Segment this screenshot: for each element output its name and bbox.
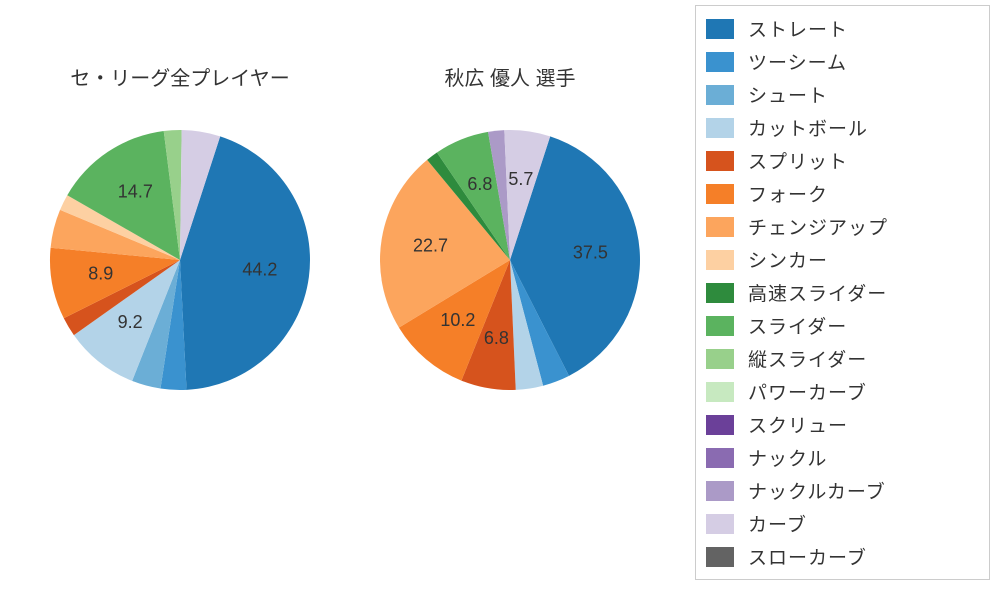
legend-label: ストレート [748,15,848,42]
legend-label: カーブ [748,510,807,537]
pie-slice-label: 6.8 [484,328,509,348]
pie-slice-label: 44.2 [242,259,277,279]
legend-label: ツーシーム [748,48,847,75]
legend-swatch [706,19,734,39]
legend-item: ナックルカーブ [706,474,979,507]
legend-swatch [706,514,734,534]
legend-swatch [706,118,734,138]
legend-label: ナックル [748,444,827,471]
legend-swatch [706,547,734,567]
legend-item: スローカーブ [706,540,979,573]
legend-label: スクリュー [748,411,848,438]
pie-slice-label: 22.7 [413,235,448,255]
legend-item: 高速スライダー [706,276,979,309]
legend-swatch [706,283,734,303]
legend-label: フォーク [748,180,828,207]
legend-label: 縦スライダー [748,345,867,372]
pie-slice-label: 14.7 [118,182,153,202]
legend-item: ストレート [706,12,979,45]
pie-slice-label: 8.9 [88,264,113,284]
legend-item: スプリット [706,144,979,177]
legend-swatch [706,52,734,72]
legend-swatch [706,85,734,105]
legend-item: 縦スライダー [706,342,979,375]
legend-swatch [706,349,734,369]
legend-label: パワーカーブ [748,378,867,405]
pie-title: 秋広 優人 選手 [444,67,575,90]
pie-slice-label: 37.5 [573,242,608,262]
legend-item: シュート [706,78,979,111]
legend-swatch [706,151,734,171]
legend-swatch [706,316,734,336]
legend-label: ナックルカーブ [748,477,886,504]
chart-area: セ・リーグ全プレイヤー 44.2 9.2 8.9 14.7 秋広 優人 選手 37.5 6.8… [0,0,680,600]
legend-swatch [706,382,734,402]
legend-swatch [706,415,734,435]
pie-slice-label: 9.2 [118,312,143,332]
legend-item: カットボール [706,111,979,144]
pie-slice-label: 10.2 [440,310,475,330]
pie-charts-svg: セ・リーグ全プレイヤー 44.2 9.2 8.9 14.7 秋広 優人 選手 37.5 6.8… [0,0,680,600]
legend: ストレートツーシームシュートカットボールスプリットフォークチェンジアップシンカー… [695,5,990,580]
legend-label: スローカーブ [748,543,867,570]
legend-item: パワーカーブ [706,375,979,408]
legend-label: スプリット [748,147,848,174]
legend-item: カーブ [706,507,979,540]
legend-item: スライダー [706,309,979,342]
legend-label: チェンジアップ [748,213,888,240]
legend-item: スクリュー [706,408,979,441]
legend-item: フォーク [706,177,979,210]
legend-swatch [706,481,734,501]
legend-label: 高速スライダー [748,279,887,306]
legend-swatch [706,250,734,270]
pie-title: セ・リーグ全プレイヤー [70,67,289,90]
legend-swatch [706,217,734,237]
legend-label: シンカー [748,246,828,273]
figure-root: { "background_color": "#ffffff", "font_f… [0,0,1000,600]
legend-swatch [706,448,734,468]
pie-slice-label: 6.8 [467,174,492,194]
legend-label: カットボール [748,114,868,141]
legend-label: スライダー [748,312,847,339]
legend-item: シンカー [706,243,979,276]
legend-item: チェンジアップ [706,210,979,243]
legend-item: ツーシーム [706,45,979,78]
pie-slice-label: 5.7 [508,169,533,189]
legend-item: ナックル [706,441,979,474]
legend-swatch [706,184,734,204]
legend-label: シュート [748,81,828,108]
